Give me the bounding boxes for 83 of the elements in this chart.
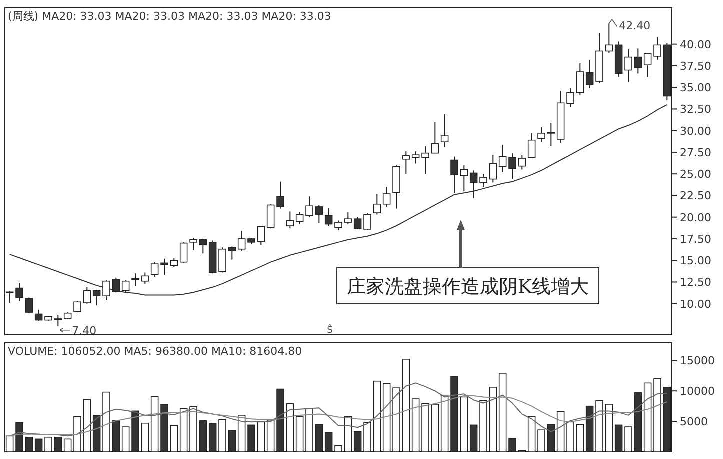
candlestick <box>624 49 632 83</box>
candlestick <box>354 216 362 230</box>
y-tick-label: 37.50 <box>680 60 712 73</box>
candlestick <box>150 262 159 278</box>
candlestick <box>518 154 526 170</box>
candlestick <box>276 181 284 210</box>
candlestick <box>266 204 275 230</box>
candlestick <box>102 280 110 301</box>
candlestick <box>228 246 236 260</box>
candlestick <box>315 204 324 224</box>
candlestick <box>364 212 372 231</box>
candlestick <box>306 196 314 218</box>
candlestick <box>382 186 391 208</box>
y-tick-label: 10000 <box>680 385 715 398</box>
candlestick <box>324 208 333 226</box>
candlestick <box>16 282 24 302</box>
candlestick <box>83 286 92 304</box>
y-tick-label: 20.00 <box>680 211 712 224</box>
y-tick-label: 40.00 <box>680 38 712 52</box>
candlestick <box>25 297 34 314</box>
candlestick <box>460 164 468 192</box>
candlestick <box>199 238 208 254</box>
candlestick <box>470 170 478 199</box>
candlestick <box>538 126 546 143</box>
annotation: 7.40 <box>72 324 97 338</box>
candlestick <box>547 122 556 147</box>
y-tick-label: 35.00 <box>680 82 712 95</box>
line-series <box>9 104 668 296</box>
candlestick <box>576 62 584 96</box>
candlestick <box>586 59 594 89</box>
candlestick <box>112 277 120 294</box>
candlestick <box>422 146 430 175</box>
candlestick <box>170 258 178 268</box>
candlestick <box>132 273 140 288</box>
candlestick <box>402 151 410 175</box>
candlestick <box>34 309 43 322</box>
y-tick-label: 5000 <box>680 416 708 429</box>
candlestick <box>54 314 62 327</box>
y-tick-label: 12.50 <box>680 276 712 290</box>
candlestick <box>238 230 246 252</box>
candlestick <box>431 122 440 154</box>
candlestick <box>334 220 342 231</box>
candlestick <box>508 152 516 180</box>
candlestick <box>566 88 574 108</box>
y-tick-label: 17.50 <box>680 232 712 246</box>
candlestick <box>450 156 458 194</box>
candlestick <box>489 154 498 184</box>
candlestick <box>180 242 188 264</box>
candlestick <box>190 238 198 251</box>
chart-title: (周线) MA20: 33.03 MA20: 33.03 MA20: 33.03 MA20: 33.03 <box>8 10 332 23</box>
candlestick <box>440 114 449 148</box>
y-tick-label: 27.50 <box>680 146 712 160</box>
candlestick <box>141 272 150 284</box>
y-tick-label: 15.00 <box>680 254 712 268</box>
candlestick <box>634 48 642 74</box>
candlestick <box>122 280 130 294</box>
candlestick <box>654 36 662 60</box>
candlestick <box>92 290 101 306</box>
candlestick <box>160 258 168 276</box>
candlestick <box>644 52 652 78</box>
annotation: 42.40 <box>619 20 651 33</box>
line-series <box>9 382 668 437</box>
chart-title: VOLUME: 106052.00 MA5: 96380.00 MA10: 81604.80 <box>8 345 302 358</box>
candlestick <box>498 144 507 173</box>
candlestick <box>257 226 266 246</box>
candlestick <box>528 132 536 158</box>
annotation: Ŝ <box>327 324 334 336</box>
annotation: 庄家洗盘操作造成阴K线增大 <box>346 276 590 298</box>
candlestick <box>344 212 352 225</box>
y-tick-label: 30.00 <box>680 124 712 138</box>
candlestick <box>480 174 488 188</box>
y-tick-label: 32.50 <box>680 103 712 116</box>
y-tick-label: 10.00 <box>680 298 712 311</box>
candlestick <box>296 212 304 225</box>
candlestick <box>412 151 420 164</box>
y-tick-label: 22.50 <box>680 190 712 203</box>
y-tick-label: 15000 <box>680 354 715 368</box>
candlestick <box>605 23 614 54</box>
candlestick <box>373 193 382 216</box>
candlestick <box>218 247 226 274</box>
y-tick-label: 25.00 <box>680 168 712 182</box>
candlestick <box>286 211 294 230</box>
line-series <box>9 395 668 437</box>
